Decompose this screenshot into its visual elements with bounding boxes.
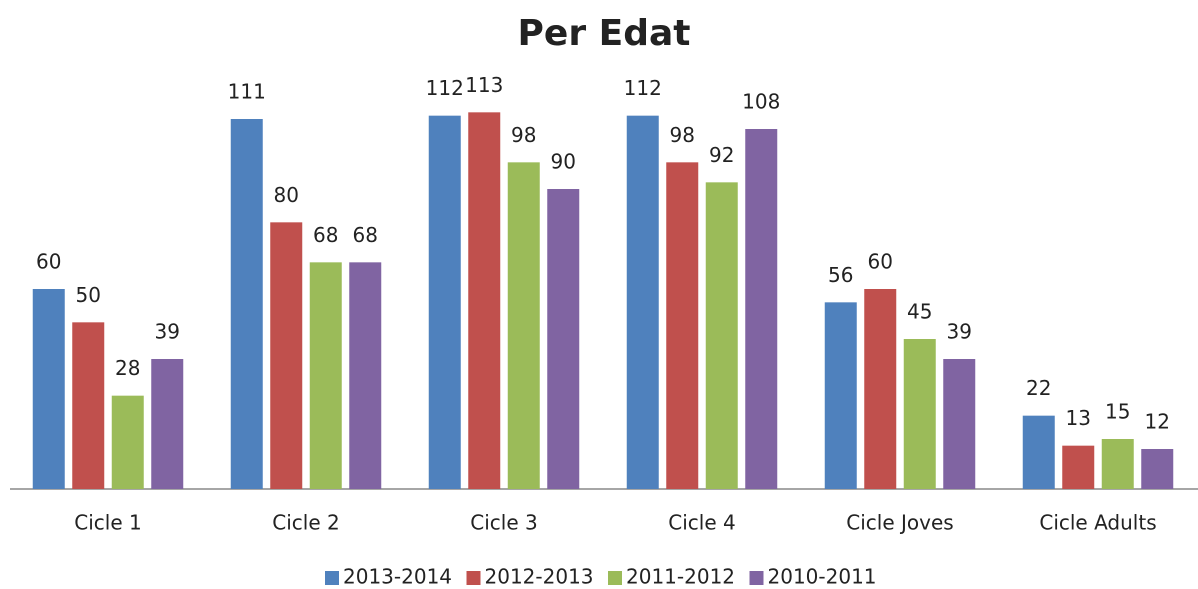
legend-label: 2011-2012 — [626, 565, 735, 589]
x-tick-label: Cicle 2 — [272, 511, 339, 535]
data-label: 12 — [1145, 410, 1170, 434]
data-label: 60 — [868, 250, 893, 274]
x-tick-label: Cicle 3 — [470, 511, 537, 535]
data-label: 68 — [353, 223, 378, 247]
data-label: 28 — [115, 356, 140, 380]
data-label: 15 — [1105, 400, 1130, 424]
x-tick-label: Cicle Joves — [846, 511, 953, 535]
bar — [824, 302, 857, 489]
bar — [151, 359, 184, 489]
data-label: 98 — [670, 123, 695, 147]
legend-label: 2010-2011 — [768, 565, 877, 589]
legend-label: 2013-2014 — [343, 565, 452, 589]
bar — [111, 395, 144, 489]
data-label: 39 — [947, 320, 972, 344]
bar — [309, 262, 342, 489]
bar — [270, 222, 303, 490]
bar — [705, 182, 738, 490]
x-tick-label: Cicle 4 — [668, 511, 735, 535]
legend-swatch — [325, 571, 339, 585]
bar — [1101, 439, 1134, 489]
data-label: 13 — [1066, 406, 1091, 430]
bar — [349, 262, 382, 489]
bar — [1141, 449, 1174, 489]
bar — [507, 162, 540, 490]
bar — [626, 115, 659, 490]
data-label: 108 — [742, 90, 780, 114]
data-label: 113 — [465, 73, 503, 97]
chart-title: Per Edat — [518, 13, 691, 54]
legend-swatch — [608, 571, 622, 585]
data-label: 112 — [624, 76, 662, 100]
bar — [72, 322, 105, 489]
bar — [230, 119, 263, 489]
data-label: 39 — [155, 320, 180, 344]
bar — [547, 189, 580, 489]
bar — [864, 289, 897, 489]
bar — [32, 289, 65, 489]
bar — [943, 359, 976, 489]
x-tick-label: Cicle 1 — [74, 511, 141, 535]
bar — [666, 162, 699, 490]
bar — [468, 112, 501, 489]
data-label: 112 — [426, 76, 464, 100]
bar — [428, 115, 461, 490]
bar — [745, 129, 778, 489]
data-label: 80 — [274, 183, 299, 207]
data-label: 45 — [907, 300, 932, 324]
legend-label: 2012-2013 — [485, 565, 594, 589]
data-label: 90 — [551, 150, 576, 174]
data-label: 111 — [228, 80, 266, 104]
data-label: 60 — [36, 250, 61, 274]
bar — [1062, 445, 1095, 489]
bar — [903, 339, 936, 489]
bar — [1022, 415, 1055, 489]
data-label: 98 — [511, 123, 536, 147]
x-tick-label: Cicle Adults — [1039, 511, 1156, 535]
data-label: 92 — [709, 143, 734, 167]
data-label: 68 — [313, 223, 338, 247]
legend-swatch — [466, 571, 481, 585]
data-label: 56 — [828, 263, 853, 287]
data-label: 50 — [76, 283, 101, 307]
data-label: 22 — [1026, 376, 1051, 400]
legend-swatch — [749, 571, 764, 585]
